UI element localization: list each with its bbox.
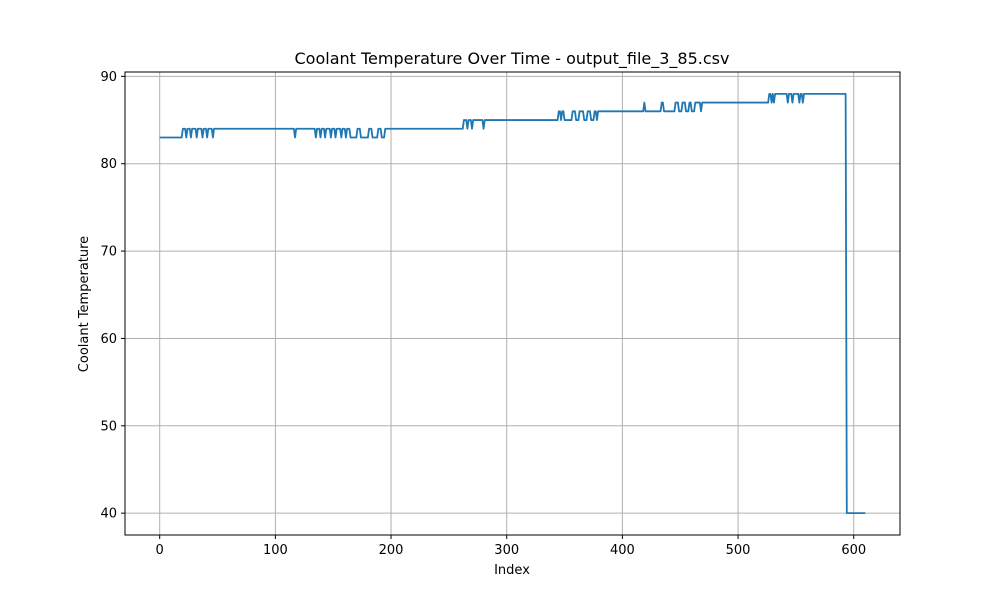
y-axis-label: Coolant Temperature: [77, 236, 92, 372]
x-tick-label: 100: [263, 543, 288, 558]
x-tick-label: 0: [156, 543, 164, 558]
y-tick-label: 50: [100, 419, 117, 434]
x-tick-label: 500: [726, 543, 751, 558]
grid-layer: [125, 72, 900, 535]
x-tick-label: 400: [610, 543, 635, 558]
y-tick-label: 70: [100, 245, 117, 260]
y-tick-label: 40: [100, 507, 117, 522]
x-tick-label: 300: [494, 543, 519, 558]
x-axis-label: Index: [494, 563, 530, 578]
x-tick-label: 600: [841, 543, 866, 558]
series-layer: [159, 92, 866, 515]
x-tick-label: 200: [379, 543, 404, 558]
y-tick-label: 60: [100, 332, 117, 347]
chart-title: Coolant Temperature Over Time - output_f…: [295, 49, 730, 69]
y-tick-label: 90: [100, 70, 117, 85]
series-line: [159, 92, 866, 515]
y-tick-label: 80: [100, 157, 117, 172]
ticks-layer: 0 100 200 300 400 500 600 40 50 60 70 80 90: [100, 70, 866, 558]
plot-frame: [124, 71, 901, 536]
